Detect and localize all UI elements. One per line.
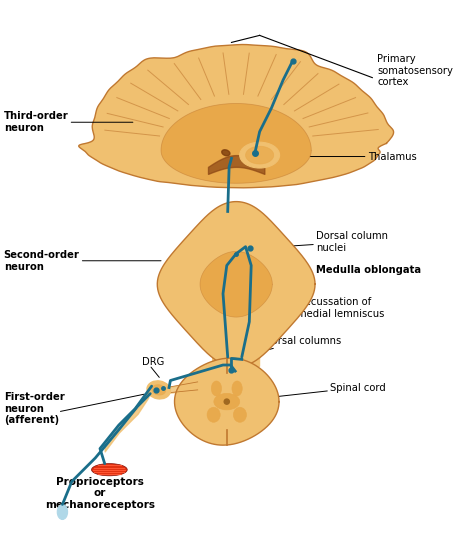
Text: Spinal cord: Spinal cord [273,383,386,397]
Text: Dorsal columns: Dorsal columns [231,336,342,359]
Polygon shape [210,211,262,258]
Ellipse shape [232,381,242,396]
Text: Dorsal column
nuclei: Dorsal column nuclei [267,231,388,253]
Polygon shape [157,202,315,367]
Text: DRG: DRG [142,357,164,367]
Polygon shape [161,104,311,183]
Ellipse shape [240,142,280,168]
Ellipse shape [214,393,240,410]
Text: Medulla oblongata: Medulla oblongata [300,265,421,280]
Text: Third-order
neuron: Third-order neuron [4,111,133,133]
Ellipse shape [152,385,166,395]
Ellipse shape [147,381,170,399]
Ellipse shape [246,146,273,164]
Polygon shape [91,464,127,476]
Ellipse shape [233,407,246,422]
Ellipse shape [207,407,220,422]
Text: Proprioceptors
or
mechanoreceptors: Proprioceptors or mechanoreceptors [45,476,155,510]
Polygon shape [174,358,279,445]
Text: First-order
neuron
(afferent): First-order neuron (afferent) [4,392,64,425]
Polygon shape [213,338,260,366]
Ellipse shape [213,238,227,251]
Text: Decussation of
medial lemniscus: Decussation of medial lemniscus [262,297,384,318]
Circle shape [224,399,229,404]
Ellipse shape [222,150,230,156]
Text: Thalamus: Thalamus [300,152,416,161]
Text: Primary
somatosensory
cortex: Primary somatosensory cortex [377,54,453,87]
Polygon shape [200,251,273,317]
Ellipse shape [246,238,260,251]
Ellipse shape [57,505,68,519]
Text: Second-order
neuron: Second-order neuron [4,250,161,271]
Ellipse shape [211,381,222,396]
Ellipse shape [242,150,251,156]
Polygon shape [79,45,393,188]
